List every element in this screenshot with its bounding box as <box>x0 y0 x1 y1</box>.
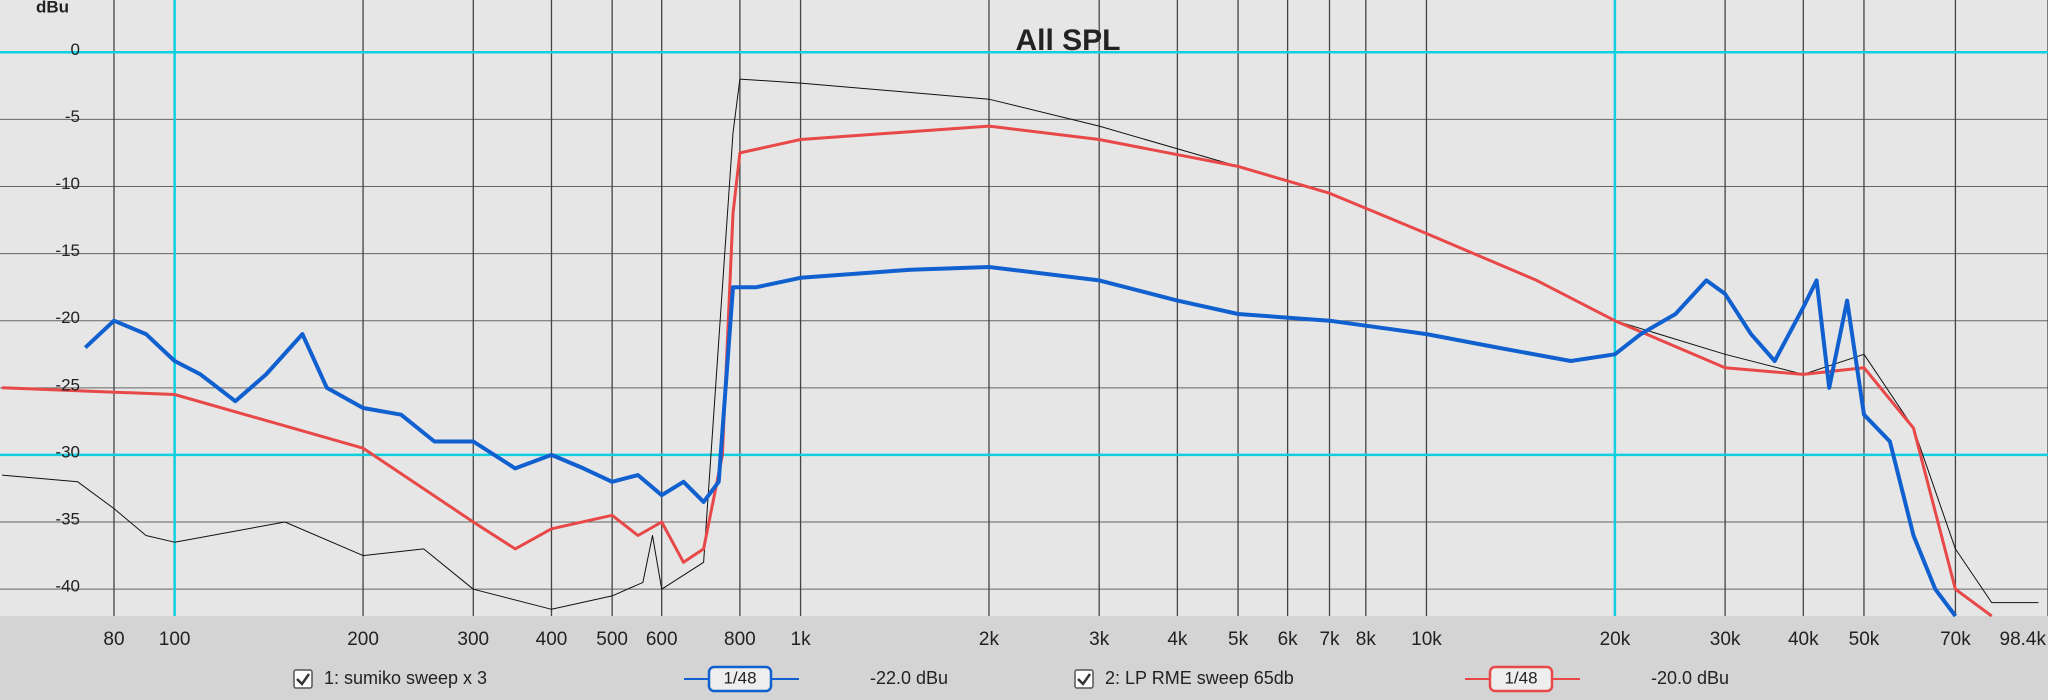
legend-checkmark <box>1077 673 1092 686</box>
x-tick-label: 40k <box>1788 629 1819 650</box>
x-tick-label: 98.4k <box>2000 629 2047 650</box>
x-tick-label: 3k <box>1089 629 1110 650</box>
x-tick-label: 6k <box>1278 629 1299 650</box>
x-tick-label: 20k <box>1600 629 1631 650</box>
legend-label: 2: LP RME sweep 65db <box>1105 668 1294 688</box>
y-tick-label: -5 <box>65 107 80 126</box>
y-tick-label: -10 <box>55 174 80 193</box>
y-tick-label: -40 <box>55 577 80 596</box>
x-tick-label: 500 <box>596 629 628 650</box>
x-tick-label: 30k <box>1710 629 1741 650</box>
smoothing-label: 1/48 <box>1504 668 1537 687</box>
series-line <box>2 124 1993 618</box>
offset-label: -22.0 dBu <box>870 668 948 688</box>
series-line <box>2 78 2039 610</box>
y-tick-label: -25 <box>55 375 80 394</box>
x-tick-label: 70k <box>1940 629 1971 650</box>
x-tick-label: 4k <box>1167 629 1188 650</box>
chart-title: All SPL <box>1015 24 1120 57</box>
x-tick-label: 400 <box>536 629 568 650</box>
smoothing-box[interactable] <box>1488 665 1554 693</box>
x-tick-label: 7k <box>1319 629 1340 650</box>
series-line <box>83 265 1957 618</box>
x-tick-label: 80 <box>103 629 124 650</box>
legend-checkmark <box>296 673 311 686</box>
y-tick-label: -30 <box>55 442 80 461</box>
x-tick-label: 10k <box>1411 629 1442 650</box>
x-tick-label: 50k <box>1849 629 1880 650</box>
y-tick-label: -15 <box>55 241 80 260</box>
plot-background <box>0 0 2048 616</box>
x-tick-label: 600 <box>646 629 678 650</box>
legend: 1: sumiko sweep x 3 1/48 -22.0 dBu 2: LP RM… <box>293 665 1729 693</box>
x-tick-label: 5k <box>1228 629 1249 650</box>
y-tick-label: -20 <box>55 308 80 327</box>
x-tick-label: 1k <box>791 629 812 650</box>
x-tick-label: 300 <box>457 629 489 650</box>
y-tick-label: 0 <box>71 40 80 59</box>
legend-checkbox[interactable] <box>293 669 313 689</box>
labels: 0 -5 -10 -15 -20 -25 -30 -35 -40 80 100 200 300 400 50… <box>55 40 2046 650</box>
x-tick-label: 2k <box>979 629 1000 650</box>
legend-checkbox[interactable] <box>1074 669 1094 689</box>
smoothing-label: 1/48 <box>723 668 756 687</box>
offset-label: -20.0 dBu <box>1651 668 1729 688</box>
x-tick-label: 800 <box>724 629 756 650</box>
legend-label: 1: sumiko sweep x 3 <box>324 668 487 688</box>
smoothing-box[interactable] <box>707 665 773 693</box>
grid <box>0 0 2048 616</box>
y-axis-label: dBu <box>36 0 69 16</box>
x-tick-label: 8k <box>1356 629 1377 650</box>
lines <box>2 78 2039 618</box>
footer-background <box>0 616 2048 700</box>
x-tick-label: 100 <box>159 629 191 650</box>
y-tick-label: -35 <box>55 510 80 529</box>
x-tick-label: 200 <box>347 629 379 650</box>
